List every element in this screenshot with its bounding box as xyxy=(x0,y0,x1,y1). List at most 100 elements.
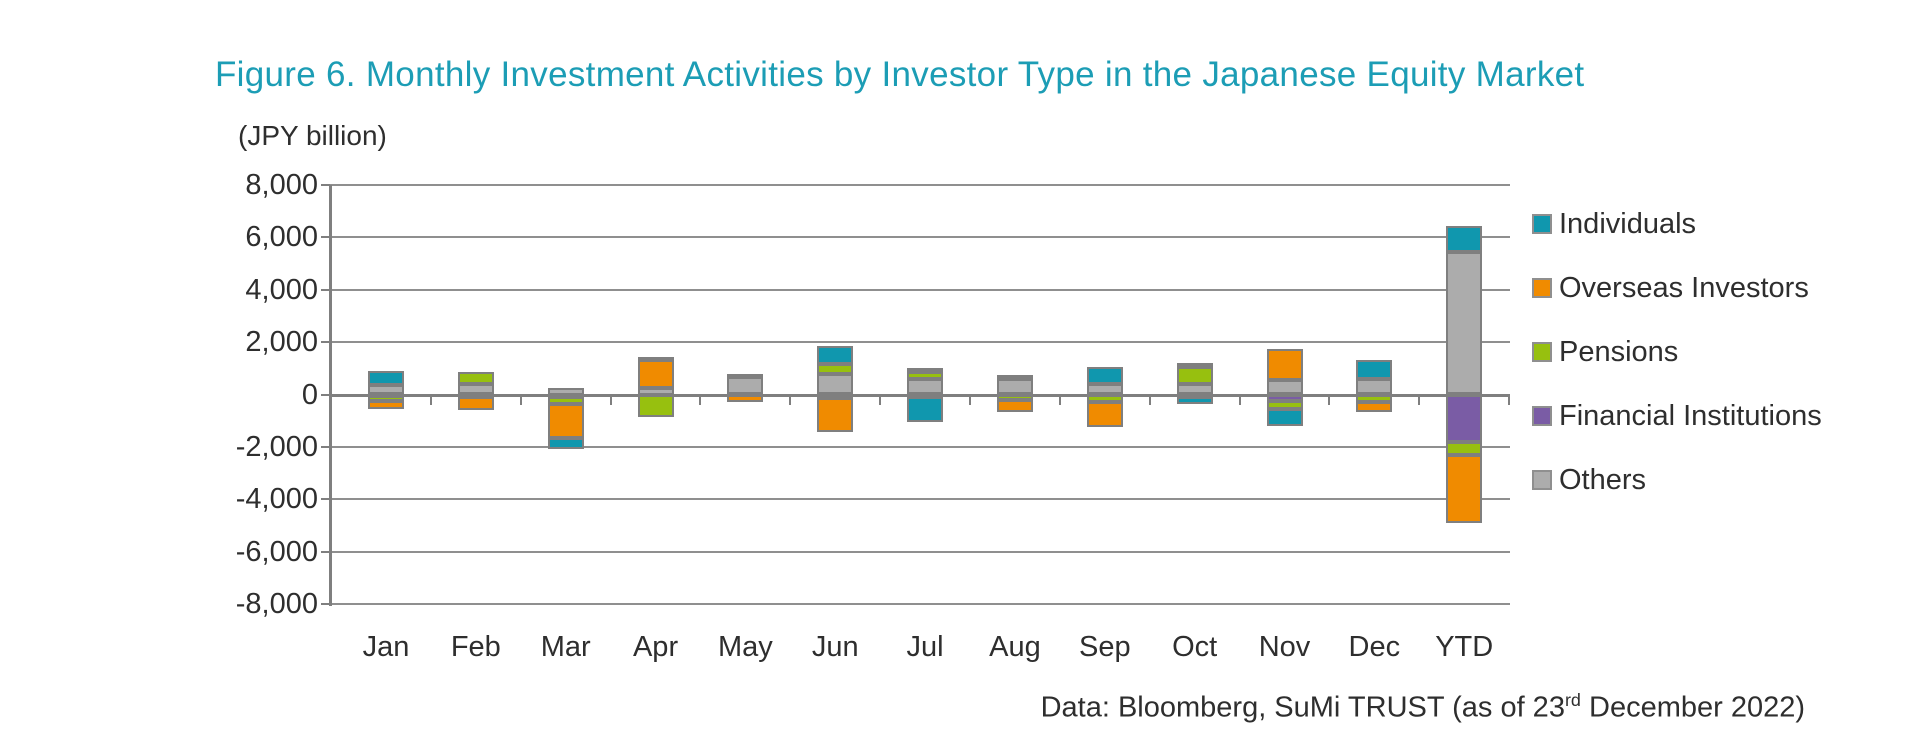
bar-segment-pensions-apr xyxy=(637,394,674,417)
y-axis-tick-label: -2,000 xyxy=(235,430,318,463)
legend-label: Pensions xyxy=(1559,335,1679,368)
x-axis-tick xyxy=(1058,395,1061,405)
bar-segment-overseas-investors-feb xyxy=(457,397,494,411)
bar-segment-pensions-jan xyxy=(368,395,404,402)
gridline xyxy=(330,236,1510,239)
y-axis-tick xyxy=(321,498,330,501)
legend-swatch-icon xyxy=(1532,278,1552,298)
legend-swatch-icon xyxy=(1532,214,1552,234)
legend-label: Financial Institutions xyxy=(1559,399,1822,432)
legend-item-individuals: Individuals xyxy=(1532,208,1822,240)
bar-segment-pensions-may xyxy=(727,373,764,378)
y-axis-tick-label: 2,000 xyxy=(245,326,318,359)
y-axis-tick-label: -8,000 xyxy=(235,588,318,620)
source-note-suffix: December 2022) xyxy=(1580,691,1805,724)
x-axis-tick xyxy=(789,395,792,405)
y-axis-tick xyxy=(321,550,330,553)
legend-item-others: Others xyxy=(1532,463,1822,496)
source-note-superscript: rd xyxy=(1564,690,1581,710)
gridline xyxy=(330,550,1510,553)
source-note-text: Data: Bloomberg, SuMi TRUST (as of 23 xyxy=(1040,691,1565,724)
legend-item-overseas-investors: Overseas Investors xyxy=(1532,271,1822,304)
bar-segment-individuals-aug xyxy=(996,374,1033,379)
y-axis-tick-label: 4,000 xyxy=(245,273,318,306)
y-axis-tick xyxy=(321,603,330,605)
legend: Individuals Overseas Investors Pensions Fin… xyxy=(1532,208,1822,496)
gridline xyxy=(330,288,1510,291)
bar-segment-others-jul xyxy=(907,378,944,395)
x-axis-tick xyxy=(1148,395,1151,405)
x-axis-tick xyxy=(1238,395,1241,405)
gridline xyxy=(330,603,1510,605)
y-axis-tick-label: -4,000 xyxy=(235,483,318,516)
bar-segment-individuals-ytd xyxy=(1446,225,1483,252)
bar-segment-pensions-nov xyxy=(1266,401,1303,409)
bar-segment-pensions-sep xyxy=(1086,394,1123,403)
x-axis-tick xyxy=(1508,395,1511,405)
bar-segment-individuals-dec xyxy=(1356,360,1393,379)
bar-segment-overseas-investors-ytd xyxy=(1446,454,1483,523)
x-axis-tick xyxy=(1328,395,1331,405)
y-axis-unit-label: (JPY billion) xyxy=(238,120,387,151)
bar-segment-financial-institutions-ytd xyxy=(1446,394,1483,442)
y-axis-tick xyxy=(321,341,330,344)
x-axis-label-feb: Feb xyxy=(450,631,501,663)
bar-segment-others-dec xyxy=(1356,378,1393,395)
y-axis-line xyxy=(329,185,332,606)
bar-segment-individuals-oct xyxy=(1176,397,1213,404)
bar-segment-overseas-investors-sep xyxy=(1086,402,1123,428)
x-axis-label-sep: Sep xyxy=(1078,631,1131,663)
bar-segment-pensions-mar xyxy=(547,397,584,404)
bar-segment-others-oct xyxy=(1176,384,1213,395)
x-axis-label-oct: Oct xyxy=(1172,631,1218,663)
legend-swatch-icon xyxy=(1532,342,1552,362)
bar-segment-others-ytd xyxy=(1446,251,1483,395)
bar-segment-others-may xyxy=(727,377,764,395)
bar-segment-others-aug xyxy=(996,378,1033,395)
gridline xyxy=(330,445,1510,448)
legend-item-financial-institutions: Financial Institutions xyxy=(1532,399,1822,432)
x-axis-label-dec: Dec xyxy=(1348,631,1401,663)
bar-segment-overseas-investors-jun xyxy=(817,398,854,433)
bar-segment-others-apr xyxy=(637,387,674,395)
y-axis-tick xyxy=(321,445,330,448)
bar-segment-overseas-investors-aug xyxy=(996,399,1033,412)
y-axis-tick xyxy=(321,393,330,396)
bar-segment-pensions-aug xyxy=(996,394,1033,400)
bar-segment-financial-institutions-nov xyxy=(1266,394,1303,402)
source-note: Data: Bloomberg, SuMi TRUST (as of 23rd … xyxy=(1041,690,1805,725)
bar-segment-individuals-jun xyxy=(817,346,854,365)
bar-segment-overseas-investors-jan xyxy=(368,401,404,409)
bar-segment-others-feb xyxy=(457,384,494,395)
y-axis-tick-label: 6,000 xyxy=(245,221,318,254)
x-axis-label-aug: Aug xyxy=(989,631,1041,663)
y-axis-tick xyxy=(321,288,330,291)
x-axis-tick xyxy=(609,395,612,405)
y-axis-tick xyxy=(321,236,330,239)
x-axis-tick xyxy=(879,395,882,405)
legend-label: Others xyxy=(1559,463,1647,496)
x-axis-label-jun: Jun xyxy=(811,631,859,663)
x-axis-label-nov: Nov xyxy=(1258,631,1311,663)
figure-title: Figure 6. Monthly Investment Activities … xyxy=(215,55,1585,94)
bar-segment-overseas-investors-oct xyxy=(1176,363,1213,368)
bar-segment-overseas-investors-may xyxy=(727,394,764,403)
gridline xyxy=(330,498,1510,501)
x-axis-label-jan: Jan xyxy=(362,631,410,663)
x-axis-tick xyxy=(429,395,432,405)
bar-segment-others-jan xyxy=(368,385,404,395)
x-axis-tick xyxy=(1418,395,1421,405)
bar-segment-pensions-ytd xyxy=(1446,441,1483,455)
legend-swatch-icon xyxy=(1532,406,1552,426)
bar-segment-pensions-feb xyxy=(457,372,494,385)
x-axis-label-may: May xyxy=(717,631,773,663)
bar-segment-others-jun xyxy=(817,373,854,395)
y-axis-tick-label: 0 xyxy=(301,378,318,411)
bar-segment-pensions-oct xyxy=(1176,367,1213,385)
bar-segment-others-mar xyxy=(547,387,584,395)
y-axis-tick-label: -6,000 xyxy=(235,535,318,568)
bar-segment-pensions-jun xyxy=(817,364,854,374)
legend-label: Overseas Investors xyxy=(1559,271,1809,304)
